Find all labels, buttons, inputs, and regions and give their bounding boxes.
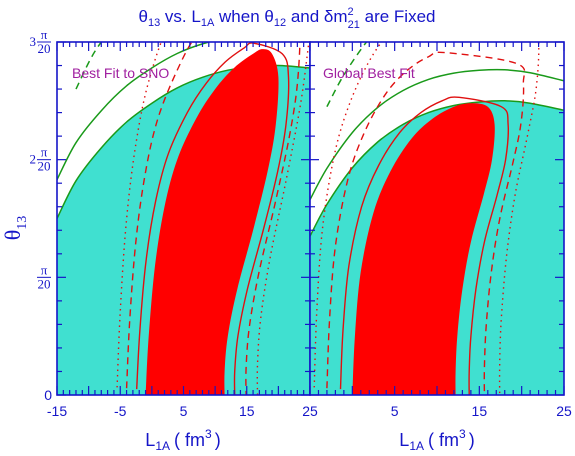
red-region-left: [145, 49, 279, 395]
green-curve-outer-right: [310, 68, 564, 201]
red-solid-contour-left: [136, 42, 290, 395]
panel-label-left: Best Fit to SNO: [72, 65, 169, 81]
y-tick-label-multiplier: 3: [30, 34, 37, 49]
x-tick-label: 25: [556, 403, 572, 419]
green-dashed-curve-left: [75, 42, 103, 90]
green-curve-outer-left: [57, 42, 212, 181]
x-tick-label: 15: [472, 403, 488, 419]
x-axis-label-right: L1A( fm3): [399, 427, 474, 453]
panel-label-right: Global Best Fit: [323, 65, 415, 81]
panel-right-frame: [309, 41, 565, 396]
x-tick-label: 5: [180, 403, 188, 419]
x-tick-label: 25: [302, 403, 318, 419]
y-tick-label-denominator: 20: [38, 41, 51, 56]
red-region-right: [352, 103, 495, 395]
panel-left: Best Fit to SNO: [56, 41, 311, 396]
y-tick-label-numerator: π: [41, 27, 48, 42]
x-tick-label: 15: [239, 403, 255, 419]
y-tick-label-denominator: 20: [38, 276, 51, 291]
y-tick-label-numerator: π: [41, 145, 48, 160]
y-tick-label-numerator: π: [41, 262, 48, 277]
panel-right: Global Best Fit: [309, 41, 565, 396]
x-tick-label: -15: [47, 403, 67, 419]
chart-title: θ13 vs. L1A when θ12 and δm2 21 are Fixed: [138, 6, 435, 31]
green-dashed-curve-right: [326, 42, 368, 108]
y-tick-label: 0: [44, 387, 52, 403]
y-tick-label-denominator: 20: [38, 159, 51, 174]
x-axis-label-left: L1A( fm3): [145, 427, 220, 453]
x-tick-label: -5: [114, 403, 127, 419]
y-axis-label: θ13: [0, 216, 30, 241]
red-dashed-contour-right: [326, 51, 526, 395]
x-tick-label: 5: [391, 403, 399, 419]
green-dotted-curve-left: [57, 42, 58, 43]
x-tick-labels: -15 -5 5 15 25 5 15 25: [47, 403, 572, 419]
red-solid-contour-right: [339, 96, 509, 395]
green-curve-inner-right: [310, 100, 564, 237]
red-dotted-contour-left: [116, 42, 310, 395]
y-tick-label-multiplier: 2: [30, 152, 37, 167]
red-dashed-contour-left: [125, 42, 301, 395]
